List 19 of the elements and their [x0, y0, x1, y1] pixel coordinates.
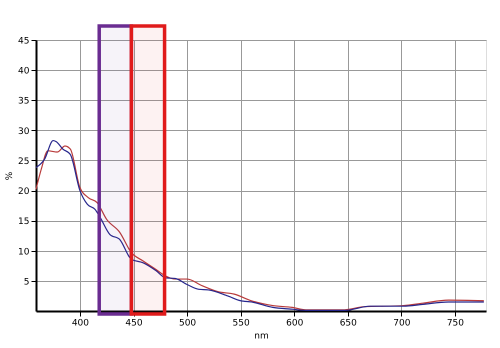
- y-tick-label: 15: [18, 217, 30, 228]
- x-tick-label: 650: [340, 318, 358, 328]
- x-tick-label: 400: [72, 318, 90, 328]
- y-axis-title: %: [5, 171, 16, 180]
- x-tick-label: 600: [286, 318, 304, 328]
- x-tick-label: 500: [178, 318, 196, 328]
- x-tick-label: 550: [232, 318, 250, 328]
- x-tick-label: 450: [125, 318, 143, 328]
- x-tick-label: 750: [446, 318, 464, 328]
- y-tick-label: 45: [18, 36, 30, 46]
- y-tick-label: 25: [18, 156, 30, 167]
- y-tick-label: 40: [18, 66, 30, 77]
- x-tick-label: 700: [393, 318, 411, 328]
- x-axis-title: nm: [254, 332, 269, 342]
- y-tick-label: 5: [24, 277, 30, 288]
- y-tick-label: 30: [18, 126, 30, 137]
- y-tick-label: 20: [18, 187, 30, 198]
- y-tick-label: 35: [18, 96, 30, 107]
- y-tick-label: 10: [18, 247, 30, 258]
